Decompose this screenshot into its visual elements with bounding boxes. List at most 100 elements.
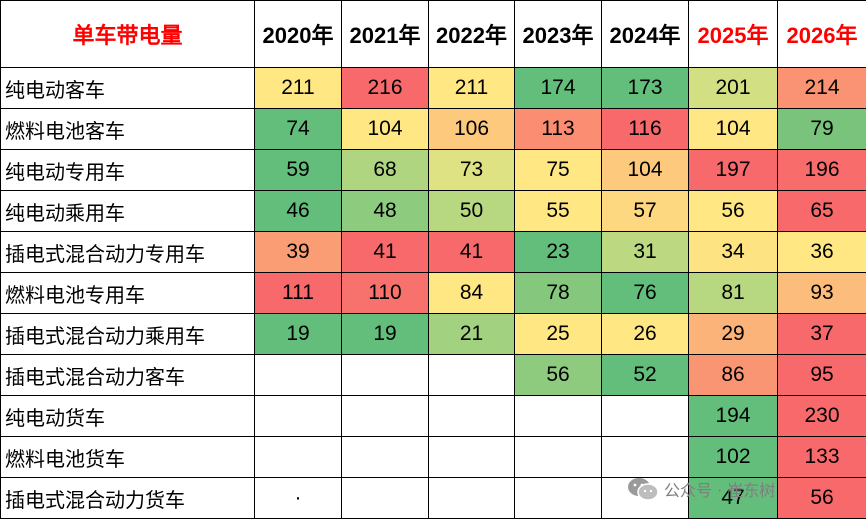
value-cell: 106 <box>428 108 515 150</box>
value-cell <box>341 477 429 519</box>
value-cell <box>254 436 342 478</box>
value-cell <box>514 477 602 519</box>
table-row: 纯电动客车 211 216 211 174 173 201 214 <box>0 67 866 109</box>
value-cell: 78 <box>514 272 602 314</box>
table-row: 纯电动货车 194 230 <box>0 395 866 437</box>
value-cell: 46 <box>254 190 342 232</box>
value-cell: 173 <box>601 67 689 109</box>
value-cell: 93 <box>777 272 866 314</box>
value-cell: 55 <box>514 190 602 232</box>
row-label: 插电式混合动力客车 <box>0 354 255 396</box>
year-header: 2024年 <box>601 0 689 68</box>
value-cell: 75 <box>514 149 602 191</box>
value-cell: 174 <box>514 67 602 109</box>
row-label: 插电式混合动力货车 <box>0 477 255 519</box>
value-cell <box>601 477 689 519</box>
value-cell: 19 <box>341 313 429 355</box>
value-cell: 37 <box>777 313 866 355</box>
year-header: 2020年 <box>254 0 342 68</box>
value-cell <box>428 395 515 437</box>
value-cell <box>601 436 689 478</box>
value-cell: 133 <box>777 436 866 478</box>
value-cell: 211 <box>254 67 342 109</box>
value-cell: 95 <box>777 354 866 396</box>
value-cell: 47 <box>688 477 778 519</box>
value-cell: · <box>254 477 342 519</box>
value-cell: 52 <box>601 354 689 396</box>
table-row: 燃料电池货车 102 133 <box>0 436 866 478</box>
corner-label: 单车带电量 <box>0 0 255 68</box>
table-row: 插电式混合动力货车 · 47 56 <box>0 477 866 519</box>
table-row: 燃料电池客车 74 104 106 113 116 104 79 <box>0 108 866 150</box>
table-row: 燃料电池专用车 111 110 84 78 76 81 93 <box>0 272 866 314</box>
row-label: 插电式混合动力专用车 <box>0 231 255 273</box>
value-cell: 25 <box>514 313 602 355</box>
row-label: 纯电动货车 <box>0 395 255 437</box>
value-cell: 197 <box>688 149 778 191</box>
value-cell: 104 <box>688 108 778 150</box>
value-cell: 68 <box>341 149 429 191</box>
value-cell: 196 <box>777 149 866 191</box>
value-cell <box>341 354 429 396</box>
value-cell <box>514 436 602 478</box>
value-cell: 104 <box>341 108 429 150</box>
table-row: 插电式混合动力乘用车 19 19 21 25 26 29 37 <box>0 313 866 355</box>
value-cell: 31 <box>601 231 689 273</box>
value-cell <box>254 395 342 437</box>
value-cell: 57 <box>601 190 689 232</box>
header-row: 单车带电量 2020年 2021年 2022年 2023年 2024年 2025… <box>0 0 866 68</box>
table-row: 纯电动专用车 59 68 73 75 104 197 196 <box>0 149 866 191</box>
value-cell <box>254 354 342 396</box>
value-cell: 104 <box>601 149 689 191</box>
year-header-forecast: 2025年 <box>688 0 778 68</box>
value-cell: 84 <box>428 272 515 314</box>
value-cell: 211 <box>428 67 515 109</box>
value-cell: 39 <box>254 231 342 273</box>
value-cell: 29 <box>688 313 778 355</box>
value-cell <box>341 395 429 437</box>
value-cell: 230 <box>777 395 866 437</box>
value-cell <box>428 354 515 396</box>
value-cell: 110 <box>341 272 429 314</box>
value-cell: 216 <box>341 67 429 109</box>
value-cell: 76 <box>601 272 689 314</box>
value-cell: 86 <box>688 354 778 396</box>
value-cell: 36 <box>777 231 866 273</box>
value-cell: 41 <box>428 231 515 273</box>
value-cell: 111 <box>254 272 342 314</box>
value-cell: 56 <box>688 190 778 232</box>
value-cell: 194 <box>688 395 778 437</box>
value-cell: 201 <box>688 67 778 109</box>
value-cell: 116 <box>601 108 689 150</box>
row-label: 纯电动专用车 <box>0 149 255 191</box>
row-label: 燃料电池货车 <box>0 436 255 478</box>
year-header-forecast: 2026年 <box>777 0 866 68</box>
value-cell: 74 <box>254 108 342 150</box>
year-header: 2021年 <box>341 0 429 68</box>
value-cell: 56 <box>514 354 602 396</box>
value-cell: 34 <box>688 231 778 273</box>
table-row: 纯电动乘用车 46 48 50 55 57 56 65 <box>0 190 866 232</box>
table-row: 插电式混合动力客车 56 52 86 95 <box>0 354 866 396</box>
value-cell: 26 <box>601 313 689 355</box>
value-cell: 23 <box>514 231 602 273</box>
value-cell: 113 <box>514 108 602 150</box>
value-cell: 56 <box>777 477 866 519</box>
value-cell <box>341 436 429 478</box>
row-label: 插电式混合动力乘用车 <box>0 313 255 355</box>
value-cell: 102 <box>688 436 778 478</box>
value-cell: 41 <box>341 231 429 273</box>
row-label: 纯电动客车 <box>0 67 255 109</box>
year-header: 2023年 <box>514 0 602 68</box>
value-cell <box>601 395 689 437</box>
row-label: 纯电动乘用车 <box>0 190 255 232</box>
row-label: 燃料电池客车 <box>0 108 255 150</box>
value-cell: 81 <box>688 272 778 314</box>
value-cell: 59 <box>254 149 342 191</box>
value-cell: 48 <box>341 190 429 232</box>
value-cell <box>428 477 515 519</box>
value-cell: 19 <box>254 313 342 355</box>
value-cell: 21 <box>428 313 515 355</box>
value-cell: 79 <box>777 108 866 150</box>
